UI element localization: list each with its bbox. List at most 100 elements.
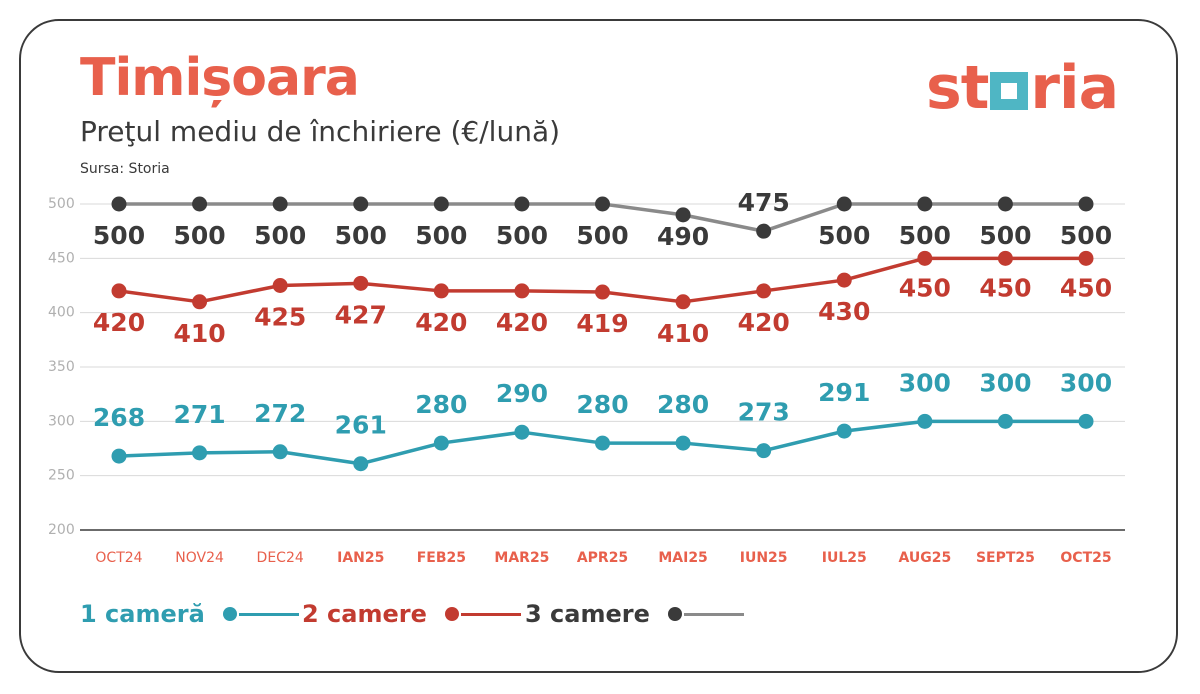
y-tick-label: 200 [48,522,75,538]
y-tick-label: 350 [48,359,75,375]
data-label-1-camera: 300 [979,368,1031,397]
data-point-1-camera [917,413,933,429]
legend-dot-1-camera [222,607,237,621]
data-label-3-camere: 500 [93,221,145,250]
data-point-2-camere [353,275,369,291]
data-label-1-camera: 268 [93,403,145,432]
data-point-2-camere [514,283,530,299]
data-point-3-camere [756,223,772,239]
x-tick-label: AUG25 [898,550,951,566]
data-label-1-camera: 273 [738,398,790,427]
data-point-3-camere [192,196,208,212]
x-tick-label: FEB25 [417,550,466,566]
legend-dot-3-camere [667,607,682,621]
x-tick-label: DEC24 [257,550,304,566]
data-label-1-camera: 280 [576,390,628,419]
data-label-1-camera: 261 [335,411,387,440]
data-label-1-camera: 300 [1060,368,1112,397]
data-label-1-camera: 272 [254,399,306,428]
legend-item-3-camere: 3 camere [525,600,744,628]
x-tick-label: IUN25 [740,550,788,566]
data-point-1-camera [433,435,449,451]
chart-title: Timișoara [80,48,360,108]
data-label-2-camere: 419 [576,309,628,338]
legend-label-1-camera: 1 cameră [80,600,205,628]
logo-text-right: ria [1030,53,1119,123]
data-point-2-camere [756,283,772,299]
data-point-2-camere [272,278,288,293]
legend-line-3-camere [683,612,744,616]
data-point-3-camere [595,196,610,212]
y-tick-label: 250 [48,468,75,484]
data-label-2-camere: 450 [899,273,951,302]
data-point-3-camere [917,196,933,212]
data-label-2-camere: 450 [979,273,1031,302]
chart-subtitle: Preţul mediu de închiriere (€/lună) [80,115,561,148]
data-label-3-camere: 490 [657,222,709,251]
chart-card [19,19,1178,673]
data-label-1-camera: 290 [496,379,548,408]
y-tick-label: 400 [48,305,75,321]
data-point-3-camere [1078,196,1094,212]
y-tick-label: 450 [48,250,75,266]
data-label-3-camere: 500 [173,221,225,250]
data-label-1-camera: 280 [657,390,709,419]
data-point-3-camere [997,196,1013,212]
y-tick-label: 300 [48,413,75,429]
logo-text-left: st [926,53,989,123]
data-label-3-camere: 500 [335,221,387,250]
data-label-3-camere: 500 [496,221,548,250]
data-point-2-camere [997,250,1013,266]
x-tick-label: IUL25 [822,550,867,566]
storia-logo: st ria [926,53,1119,123]
data-point-3-camere [111,196,127,212]
data-label-2-camere: 410 [657,319,709,348]
data-label-3-camere: 500 [1060,221,1112,250]
data-point-1-camera [756,443,772,459]
data-point-2-camere [675,294,691,310]
x-tick-label: OCT25 [1060,550,1111,566]
data-label-3-camere: 500 [254,221,306,250]
legend-dot-2-camere [444,607,459,621]
data-point-1-camera [595,435,610,451]
data-point-3-camere [514,196,530,212]
data-point-1-camera [353,456,369,472]
data-point-3-camere [675,207,691,223]
data-point-1-camera [272,444,288,460]
data-label-2-camere: 427 [335,300,387,329]
data-label-1-camera: 271 [173,400,225,429]
legend-item-2-camere: 2 camere [302,600,521,628]
data-label-2-camere: 420 [415,308,467,337]
data-label-3-camere: 500 [979,221,1031,250]
legend-label-3-camere: 3 camere [525,600,650,628]
data-point-1-camera [111,448,127,464]
data-point-2-camere [433,283,449,299]
data-label-2-camere: 430 [818,297,870,326]
data-point-2-camere [917,250,933,266]
x-tick-label: NOV24 [175,550,224,566]
data-label-2-camere: 420 [496,308,548,337]
y-tick-label: 500 [48,196,75,212]
data-point-3-camere [433,196,449,212]
data-label-3-camere: 500 [818,221,870,250]
data-label-2-camere: 420 [93,308,145,337]
legend-item-1-camera: 1 cameră [80,600,299,628]
x-tick-label: IAN25 [337,550,384,566]
source-note: Sursa: Storia [80,161,170,177]
data-point-1-camera [514,424,530,440]
data-point-3-camere [836,196,852,212]
data-point-1-camera [192,445,208,461]
data-point-1-camera [675,435,691,451]
legend-line-2-camere [460,612,521,616]
data-label-1-camera: 300 [899,368,951,397]
data-point-3-camere [272,196,288,212]
data-point-1-camera [1078,413,1094,429]
data-label-2-camere: 410 [173,319,225,348]
data-label-1-camera: 280 [415,390,467,419]
x-tick-label: MAI25 [658,550,707,566]
logo-square-icon [990,72,1029,110]
x-tick-label: MAR25 [494,550,549,566]
data-label-1-camera: 291 [818,378,870,407]
x-tick-label: SEPT25 [976,550,1035,566]
